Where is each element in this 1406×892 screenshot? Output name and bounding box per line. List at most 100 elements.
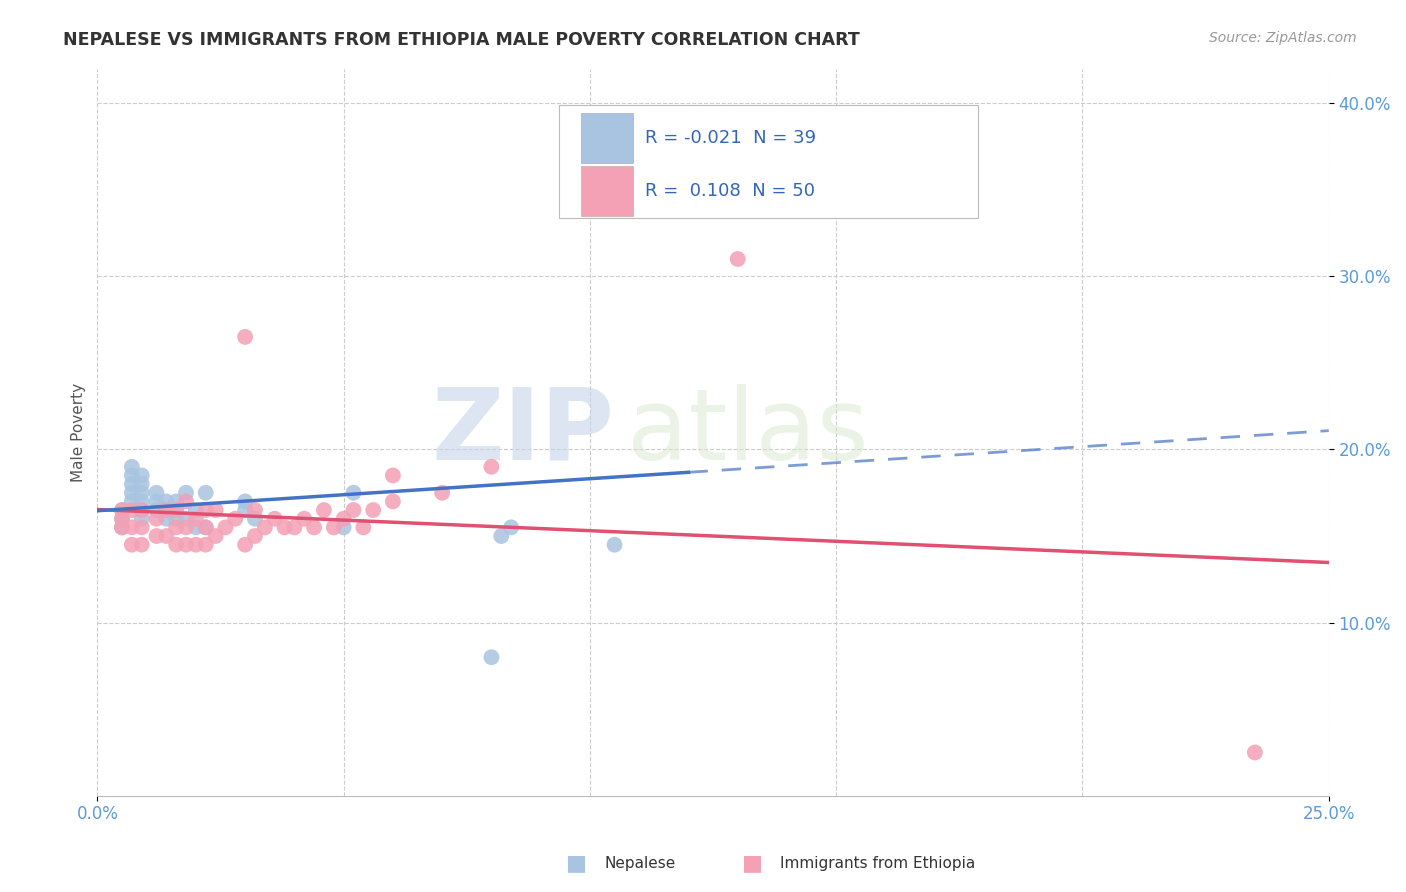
Point	[121, 538, 143, 552]
Point	[145, 485, 167, 500]
Point	[184, 538, 207, 552]
Point	[361, 503, 384, 517]
Point	[194, 503, 217, 517]
Point	[243, 503, 266, 517]
Point	[283, 520, 305, 534]
Text: ■: ■	[567, 854, 586, 873]
Point	[145, 512, 167, 526]
Y-axis label: Male Poverty: Male Poverty	[72, 383, 86, 482]
Point	[131, 494, 153, 508]
Point	[121, 485, 143, 500]
Point	[194, 538, 217, 552]
Point	[194, 520, 217, 534]
FancyBboxPatch shape	[560, 105, 977, 218]
Point	[121, 494, 143, 508]
Text: ■: ■	[742, 854, 762, 873]
Point	[243, 512, 266, 526]
Text: R = -0.021  N = 39: R = -0.021 N = 39	[645, 129, 817, 147]
Point	[155, 529, 177, 543]
Point	[165, 503, 187, 517]
Point	[155, 503, 177, 517]
Point	[131, 468, 153, 483]
Text: Nepalese: Nepalese	[605, 856, 676, 871]
Point	[131, 477, 153, 491]
Point	[111, 512, 134, 526]
Point	[194, 485, 217, 500]
Point	[1244, 746, 1267, 760]
Point	[342, 503, 364, 517]
Point	[145, 494, 167, 508]
Point	[184, 512, 207, 526]
Point	[111, 503, 134, 517]
Point	[312, 503, 335, 517]
Point	[145, 503, 167, 517]
Point	[430, 485, 453, 500]
Point	[273, 520, 295, 534]
Point	[111, 512, 134, 526]
Point	[194, 520, 217, 534]
Point	[292, 512, 315, 526]
Point	[155, 494, 177, 508]
Point	[165, 538, 187, 552]
Point	[165, 503, 187, 517]
Point	[111, 520, 134, 534]
Point	[263, 512, 285, 526]
Point	[174, 538, 197, 552]
Point	[481, 459, 503, 474]
Point	[131, 485, 153, 500]
Point	[352, 520, 374, 534]
Point	[184, 520, 207, 534]
Point	[481, 650, 503, 665]
Text: ZIP: ZIP	[432, 384, 614, 481]
Text: R =  0.108  N = 50: R = 0.108 N = 50	[645, 182, 815, 200]
Point	[322, 520, 344, 534]
Point	[233, 538, 256, 552]
Point	[111, 520, 134, 534]
FancyBboxPatch shape	[581, 113, 633, 163]
Text: Immigrants from Ethiopia: Immigrants from Ethiopia	[780, 856, 976, 871]
Point	[121, 468, 143, 483]
Point	[381, 494, 404, 508]
Point	[233, 330, 256, 344]
Point	[121, 459, 143, 474]
Point	[381, 468, 404, 483]
Point	[165, 494, 187, 508]
Point	[165, 520, 187, 534]
Point	[214, 520, 236, 534]
Point	[145, 529, 167, 543]
Point	[131, 512, 153, 526]
Point	[491, 529, 513, 543]
Point	[165, 512, 187, 526]
Point	[131, 520, 153, 534]
Point	[342, 485, 364, 500]
Text: Source: ZipAtlas.com: Source: ZipAtlas.com	[1209, 31, 1357, 45]
Point	[224, 512, 246, 526]
Point	[155, 503, 177, 517]
Point	[174, 520, 197, 534]
Point	[204, 529, 226, 543]
Point	[619, 183, 641, 197]
Point	[131, 538, 153, 552]
Point	[131, 503, 153, 517]
Point	[603, 538, 626, 552]
Text: atlas: atlas	[627, 384, 869, 481]
Point	[184, 503, 207, 517]
Point	[121, 503, 143, 517]
Point	[174, 512, 197, 526]
Point	[727, 252, 749, 266]
Point	[121, 477, 143, 491]
FancyBboxPatch shape	[581, 166, 633, 216]
Point	[233, 494, 256, 508]
Point	[155, 512, 177, 526]
Point	[501, 520, 523, 534]
Point	[174, 494, 197, 508]
Point	[332, 512, 354, 526]
Point	[111, 503, 134, 517]
Text: NEPALESE VS IMMIGRANTS FROM ETHIOPIA MALE POVERTY CORRELATION CHART: NEPALESE VS IMMIGRANTS FROM ETHIOPIA MAL…	[63, 31, 860, 49]
Point	[204, 503, 226, 517]
Point	[243, 529, 266, 543]
Point	[233, 503, 256, 517]
Point	[332, 520, 354, 534]
Point	[121, 520, 143, 534]
Point	[253, 520, 276, 534]
